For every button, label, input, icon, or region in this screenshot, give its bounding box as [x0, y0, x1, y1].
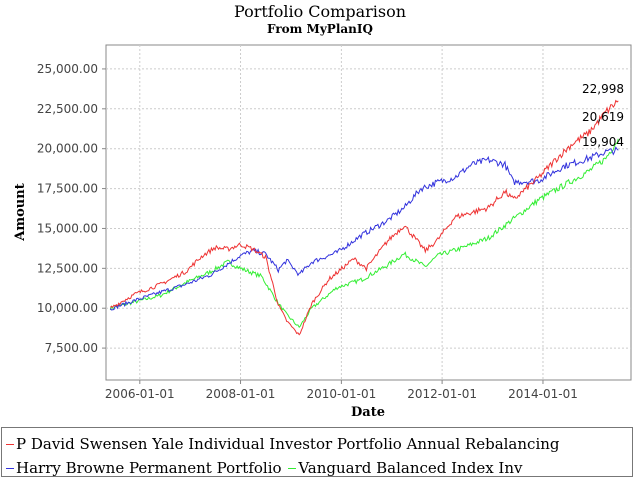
y-tick-label: 25,000.00	[37, 62, 98, 76]
legend-label-swensen: P David Swensen Yale Individual Investor…	[16, 434, 560, 453]
end-value-labels: 22,998 20,619 19,904	[582, 82, 624, 149]
chart-subtitle: From MyPlanIQ	[267, 22, 373, 36]
legend-swatch-green	[288, 468, 297, 469]
x-tick-label: 2010-01-01	[307, 387, 377, 401]
y-tick-label: 7,500.00	[45, 341, 98, 355]
y-axis-label: Amount	[13, 183, 28, 241]
chart-title: Portfolio Comparison	[234, 2, 406, 21]
x-axis-label: Date	[351, 405, 385, 420]
legend-label-browne: Harry Browne Permanent Portfolio	[16, 458, 282, 477]
series-line-2	[109, 138, 619, 329]
x-tick-label: 2014-01-01	[508, 387, 578, 401]
y-tick-label: 10,000.00	[37, 301, 98, 315]
legend-row-1: P David Swensen Yale Individual Investor…	[6, 430, 562, 453]
y-tick-label: 20,000.00	[37, 142, 98, 156]
series-line-0	[109, 99, 619, 336]
end-label-0: 22,998	[582, 82, 624, 96]
x-tick-label: 2008-01-01	[206, 387, 276, 401]
end-label-1: 19,904	[582, 135, 624, 149]
legend-row-2: Harry Browne Permanent Portfolio Vanguar…	[6, 454, 525, 477]
series-line-1	[109, 146, 619, 311]
x-tick-label: 2006-01-01	[105, 387, 175, 401]
end-label-2: 20,619	[582, 110, 624, 124]
x-axis-ticks: 2006-01-01 2008-01-01 2010-01-01 2012-01-01…	[105, 380, 578, 401]
y-tick-label: 22,500.00	[37, 102, 98, 116]
y-tick-label: 15,000.00	[37, 221, 98, 235]
plot-area	[105, 44, 632, 381]
chart-legend: P David Swensen Yale Individual Investor…	[1, 427, 633, 477]
legend-label-vanguard: Vanguard Balanced Index Inv	[298, 458, 523, 477]
legend-swatch-red	[6, 444, 14, 445]
y-tick-label: 12,500.00	[37, 261, 98, 275]
x-tick-label: 2012-01-01	[407, 387, 477, 401]
y-tick-label: 17,500.00	[37, 182, 98, 196]
legend-swatch-blue	[6, 468, 14, 469]
grid-lines	[106, 45, 631, 380]
series-lines	[109, 99, 619, 336]
legend-item-swensen: P David Swensen Yale Individual Investor…	[6, 435, 560, 453]
legend-item-vanguard: Vanguard Balanced Index Inv	[288, 458, 523, 477]
legend-item-browne: Harry Browne Permanent Portfolio	[6, 459, 282, 477]
y-axis-ticks: 7,500.00 10,000.00 12,500.00 15,000.00 17,50…	[37, 62, 106, 355]
